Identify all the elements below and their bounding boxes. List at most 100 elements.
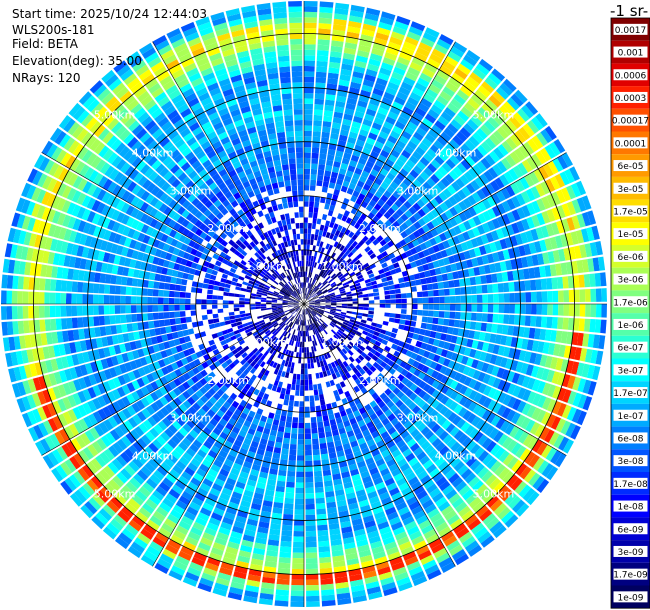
beta-cell [428,297,434,304]
beta-cell [206,309,213,315]
beta-cell [466,119,479,131]
beta-cell [345,217,353,224]
beta-cell [158,289,164,297]
beta-cell [301,347,304,353]
beta-cell [474,447,485,459]
beta-cell [383,266,390,273]
beta-cell [354,282,361,287]
beta-cell [376,135,387,145]
beta-cell [315,229,320,236]
beta-cell [305,293,308,299]
beta-cell [540,181,551,195]
beta-cell [401,130,412,140]
beta-cell [403,76,416,87]
beta-cell [528,171,540,185]
beta-cell [440,212,449,222]
beta-cell [126,277,133,286]
beta-cell [542,382,551,396]
beta-cell [330,133,339,140]
beta-cell [444,468,457,480]
beta-cell [120,286,127,295]
beta-cell [318,23,332,30]
beta-cell [474,89,488,102]
beta-cell [460,59,474,71]
beta-cell [409,224,417,233]
beta-cell [348,341,355,348]
beta-cell [442,449,454,460]
beta-cell [507,271,514,281]
beta-cell [401,46,415,57]
beta-cell [404,398,413,407]
beta-cell [374,340,382,347]
beta-cell [445,158,456,169]
beta-cell [582,333,590,347]
beta-cell [518,145,530,158]
beta-cell [313,389,319,396]
beta-cell [381,262,388,269]
beta-cell [306,255,309,261]
beta-cell [539,265,546,278]
beta-cell [369,127,380,136]
beta-cell [309,395,315,402]
beta-cell [345,170,354,178]
beta-cell [87,305,94,316]
beta-cell [369,263,376,270]
beta-cell [319,437,326,444]
beta-cell [379,392,388,401]
beta-cell [305,439,312,445]
beta-cell [476,341,484,351]
beta-cell [395,304,402,309]
beta-cell [483,170,494,182]
beta-cell [409,116,421,127]
beta-cell [489,133,501,146]
beta-cell [326,255,331,262]
beta-cell [285,487,295,494]
beta-cell [380,181,389,190]
beta-cell [431,275,438,283]
beta-cell [487,313,494,323]
beta-cell [355,271,362,277]
beta-cell [298,428,304,434]
beta-cell [514,179,525,192]
beta-cell [476,285,483,294]
beta-cell [295,384,300,391]
beta-cell [316,60,328,68]
beta-cell [409,61,423,72]
beta-cell [562,389,572,403]
beta-cell [522,123,535,137]
beta-cell [439,222,449,232]
beta-cell [510,93,524,107]
beta-cell [377,107,389,116]
beta-cell [440,375,449,385]
beta-cell [295,493,304,499]
beta-cell [382,243,390,251]
beta-cell [212,295,218,300]
beta-cell [444,173,455,184]
beta-cell [313,286,318,292]
beta-cell [380,149,390,159]
beta-cell [298,352,302,358]
beta-cell [502,394,512,406]
beta-cell [567,275,575,289]
beta-cell [141,296,148,304]
beta-cell [317,312,323,317]
beta-cell [340,162,349,170]
beta-cell [420,440,431,451]
beta-cell [163,312,170,319]
beta-cell [536,304,543,315]
beta-cell [444,304,451,311]
beta-cell [498,304,505,313]
beta-cell [335,2,350,10]
beta-cell [217,308,224,313]
beta-cell [394,199,403,208]
beta-cell [400,222,409,231]
beta-cell [546,194,556,208]
beta-cell [537,341,545,353]
beta-cell [426,58,441,69]
beta-cell [452,327,459,336]
beta-cell [304,163,311,169]
beta-cell [416,199,426,208]
beta-cell [340,185,348,193]
beta-cell [310,357,314,364]
beta-cell [321,137,329,144]
